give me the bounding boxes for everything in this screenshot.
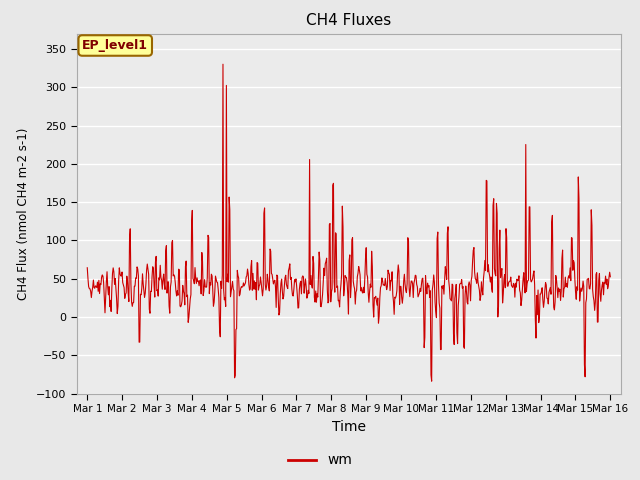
X-axis label: Time: Time — [332, 420, 366, 433]
Text: EP_level1: EP_level1 — [82, 39, 148, 52]
Y-axis label: CH4 Flux (nmol CH4 m-2 s-1): CH4 Flux (nmol CH4 m-2 s-1) — [17, 127, 31, 300]
Legend: wm: wm — [283, 448, 357, 473]
Title: CH4 Fluxes: CH4 Fluxes — [306, 13, 392, 28]
